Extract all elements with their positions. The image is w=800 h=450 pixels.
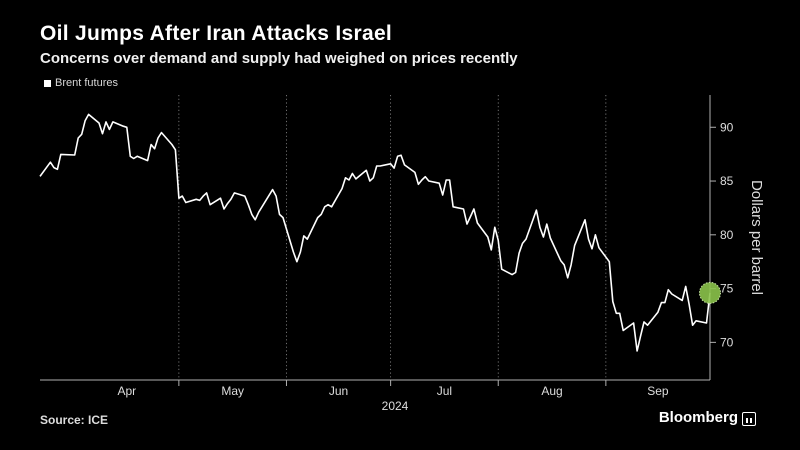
legend: Brent futures — [44, 77, 118, 89]
x-year-label: 2024 — [382, 399, 409, 413]
series-layer — [39, 113, 721, 352]
legend-swatch — [44, 79, 51, 87]
bloomberg-mark-icon — [742, 411, 756, 426]
y-tick-label: 70 — [720, 335, 734, 349]
y-tick-label: 85 — [720, 174, 734, 188]
series-line-brent-futures — [39, 113, 711, 352]
chart-title: Oil Jumps After Iran Attacks Israel — [40, 22, 393, 45]
bloomberg-logo: Bloomberg — [659, 409, 756, 426]
x-tick-label: Apr — [117, 384, 136, 398]
y-tick-label: 80 — [720, 228, 734, 242]
axis-labels: Apr May Jun Jul Aug Sep 2024 70 75 80 85 90 Dollars … — [117, 120, 765, 413]
brand-name: Bloomberg — [658, 409, 738, 426]
y-tick-label: 90 — [720, 120, 734, 134]
x-tick-label: Aug — [541, 384, 562, 398]
last-point-highlight — [699, 281, 721, 304]
source-note: Source: ICE — [40, 413, 109, 427]
axes — [40, 95, 716, 386]
legend-label: Brent futures — [55, 77, 118, 89]
chart-subtitle: Concerns over demand and supply had weig… — [40, 50, 518, 67]
y-tick-label: 75 — [720, 282, 734, 296]
x-tick-label: Sep — [647, 384, 669, 398]
y-axis-title: Dollars per barrel — [748, 180, 765, 295]
x-tick-label: Jul — [437, 384, 452, 398]
x-tick-label: May — [221, 384, 244, 398]
grid-lines — [178, 95, 607, 380]
x-tick-label: Jun — [329, 384, 348, 398]
